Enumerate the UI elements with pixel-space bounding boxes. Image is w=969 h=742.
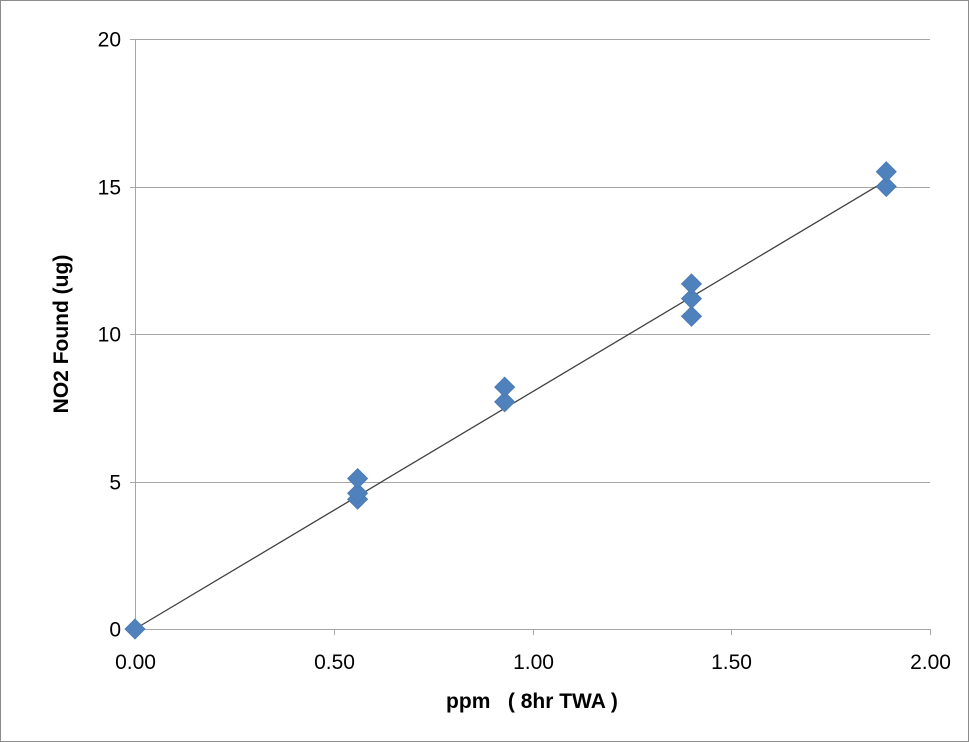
gridlines [135, 39, 930, 483]
x-axis-title: ppm ( 8hr TWA ) [446, 690, 618, 713]
data-point [124, 618, 146, 640]
x-tick-label: 2.00 [910, 651, 951, 674]
data-point [347, 467, 369, 490]
y-tick-label: 5 [109, 472, 121, 495]
data-point [347, 482, 369, 504]
data-point [680, 305, 703, 327]
y-tick-labels: 0 5 10 15 20 [98, 29, 121, 642]
y-tick-label: 15 [98, 177, 121, 200]
data-point [680, 273, 703, 295]
y-tick-label: 0 [109, 619, 121, 642]
x-tick-label: 1.00 [513, 651, 554, 674]
data-point [494, 391, 516, 413]
x-tick-label: 1.50 [711, 651, 752, 674]
data-point [680, 288, 703, 310]
data-point [875, 161, 897, 183]
data-points [124, 161, 897, 640]
y-axis-title: NO2 Found (ug) [50, 255, 73, 414]
x-tick-label: 0.50 [314, 651, 355, 674]
y-tick-label: 20 [98, 29, 121, 52]
y-tick-label: 10 [98, 324, 121, 347]
data-point [494, 376, 516, 398]
data-point [875, 175, 897, 198]
x-tick-labels: 0.00 0.50 1.00 1.50 2.00 [115, 651, 951, 674]
axes [130, 39, 931, 635]
x-tick-label: 0.00 [115, 651, 156, 674]
